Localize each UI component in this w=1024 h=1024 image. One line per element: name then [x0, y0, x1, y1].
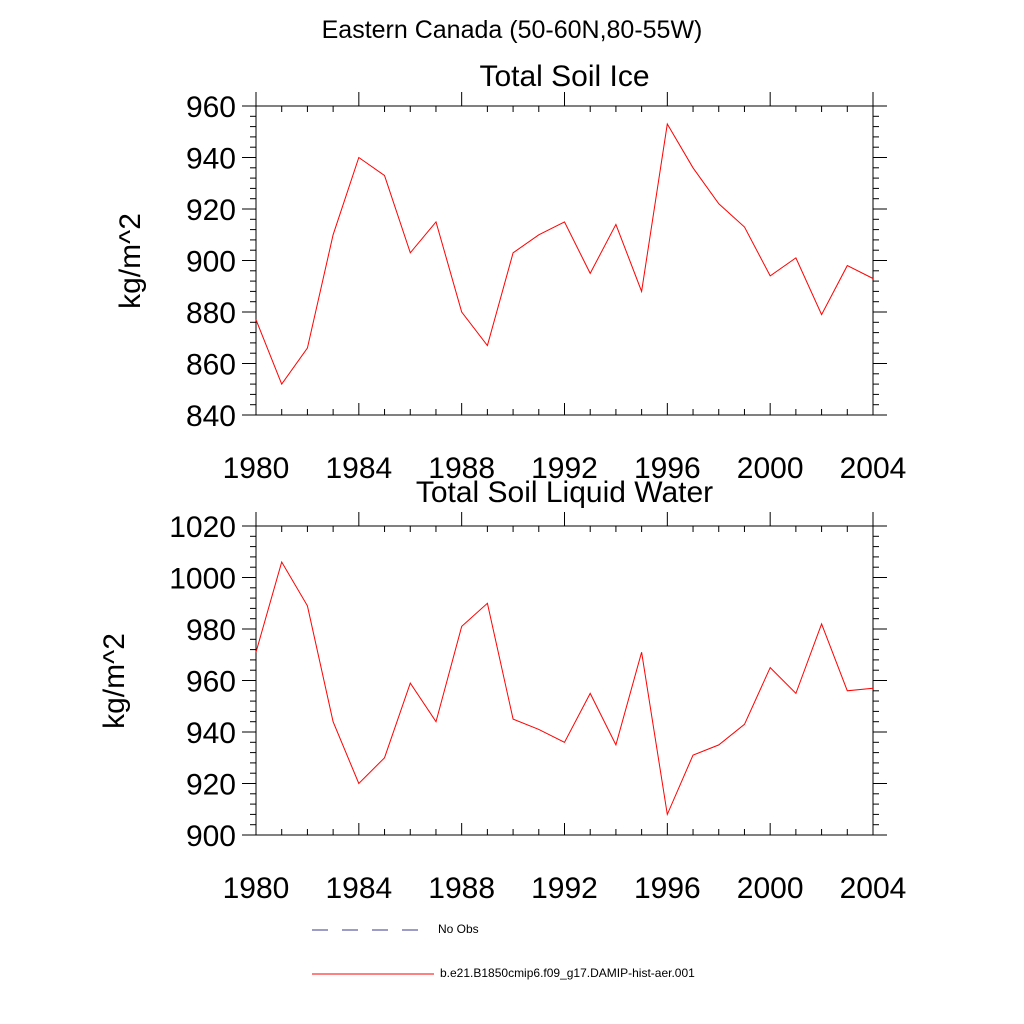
panel-1-y-tick-label: 860 — [186, 349, 236, 382]
panel-1-x-tick-label: 1988 — [428, 452, 495, 485]
figure-title: Eastern Canada (50-60N,80-55W) — [321, 16, 703, 44]
panel-1-x-tick-label: 2004 — [840, 452, 907, 485]
legend-label-model: b.e21.B1850cmip6.f09_g17.DAMIP-hist-aer.… — [440, 966, 695, 980]
panel-2-y-tick-label: 980 — [186, 614, 236, 647]
panel-2-frame — [255, 525, 874, 836]
panel-1-y-tick-label: 920 — [186, 194, 236, 227]
panel-1-series-line — [255, 122, 874, 386]
panel-1-x-tick-label: 2000 — [737, 452, 804, 485]
panel-1-title: Total Soil Ice — [479, 60, 650, 93]
panel-1-x-tick-label: 1980 — [223, 452, 290, 485]
panel-1-x-tick-label: 1984 — [325, 452, 392, 485]
panel-2-x-tick-label: 2000 — [737, 872, 804, 905]
panel-2-y-tick-label: 960 — [186, 666, 236, 699]
panel-2-y-tick-label: 940 — [186, 717, 236, 750]
panel-1-y-tick-label: 880 — [186, 297, 236, 330]
panel-2-series-line — [255, 560, 874, 817]
panel-1-y-axis-label: kg/m^2 — [114, 213, 147, 309]
panel-2-y-axis-label: kg/m^2 — [98, 633, 131, 729]
legend-label-no-obs: No Obs — [438, 922, 479, 936]
panel-2-x-tick-label: 2004 — [840, 872, 907, 905]
panel-2-y-tick-label: 920 — [186, 769, 236, 802]
panel-2-x-tick-label: 1988 — [428, 872, 495, 905]
panel-2-y-tick-label: 1000 — [169, 563, 236, 596]
panel-1-x-tick-label: 1992 — [531, 452, 598, 485]
panel-2-x-tick-label: 1992 — [531, 872, 598, 905]
panel-1-y-tick-label: 840 — [186, 400, 236, 433]
panel-1-frame — [255, 105, 874, 416]
panel-2-y-tick-label: 900 — [186, 820, 236, 853]
panel-2-y-tick-label: 1020 — [169, 511, 236, 544]
panel-1-x-tick-label: 1996 — [634, 452, 701, 485]
panel-1-y-tick-label: 900 — [186, 246, 236, 279]
panel-2-x-tick-label: 1984 — [325, 872, 392, 905]
panel-2-x-tick-label: 1996 — [634, 872, 701, 905]
panel-1-y-tick-label: 960 — [186, 91, 236, 124]
panel-1-y-tick-label: 940 — [186, 143, 236, 176]
panel-2-title: Total Soil Liquid Water — [415, 476, 714, 509]
panel-2-x-tick-label: 1980 — [223, 872, 290, 905]
